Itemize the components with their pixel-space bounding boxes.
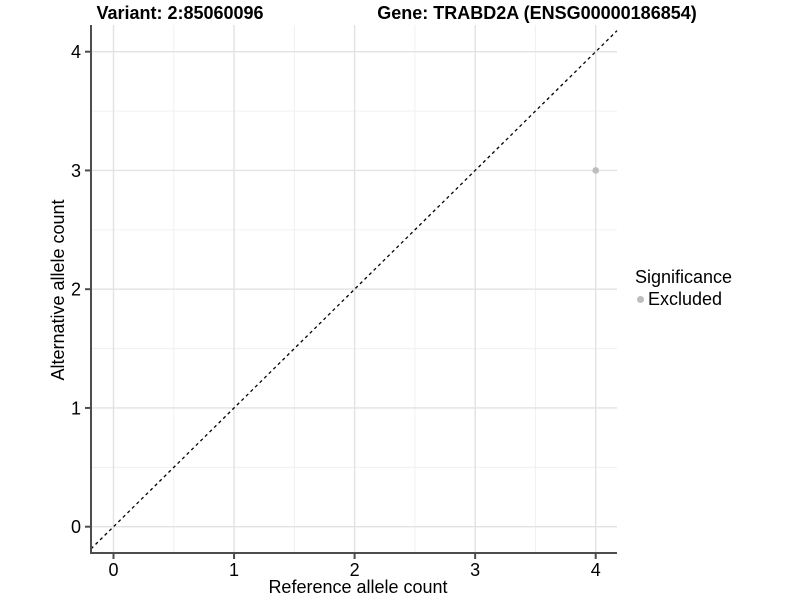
gene-title: Gene: TRABD2A (ENSG00000186854): [377, 3, 697, 23]
legend: Significance Excluded: [628, 266, 788, 310]
y-axis-title: Alternative allele count: [48, 199, 68, 381]
data-point-excluded: [592, 167, 599, 174]
y-tick-label: 4: [71, 42, 81, 62]
legend-item-excluded: Excluded: [628, 288, 788, 310]
y-tick-label: 0: [71, 517, 81, 537]
y-tick-label: 3: [71, 161, 81, 181]
x-tick-label: 1: [229, 560, 239, 580]
x-tick-label: 3: [470, 560, 480, 580]
legend-item-label: Excluded: [648, 289, 723, 309]
x-axis-title: Reference allele count: [268, 577, 448, 597]
legend-title: Significance: [635, 267, 733, 287]
y-tick-label: 1: [71, 398, 81, 418]
x-tick-label: 4: [591, 560, 601, 580]
y-tick-label: 2: [71, 280, 81, 300]
legend-point-icon: [637, 295, 644, 303]
identity-line: [90, 30, 618, 550]
variant-title: Variant: 2:85060096: [96, 3, 264, 23]
x-tick-label: 0: [108, 560, 118, 580]
x-tick-label: 2: [350, 560, 360, 580]
